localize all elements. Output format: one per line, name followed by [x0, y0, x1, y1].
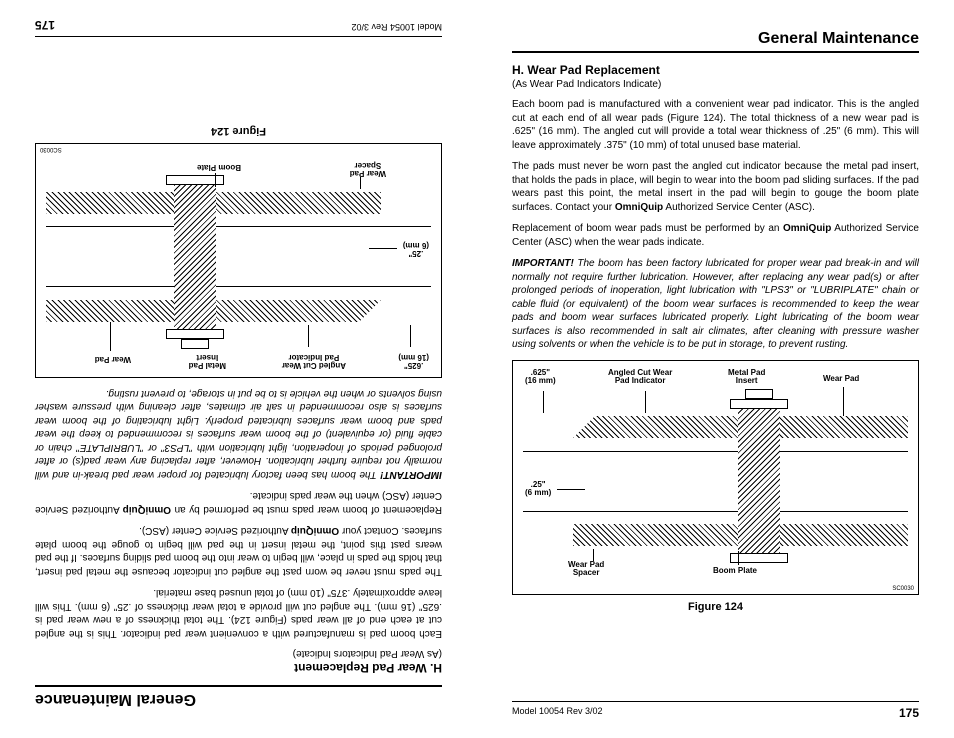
label-metal-pad: Metal Pad Insert — [728, 369, 765, 387]
label-spacer: Wear Pad Spacer — [568, 561, 604, 579]
para-3-brand: OmniQuip — [783, 223, 831, 234]
header-title: General Maintenance — [512, 30, 919, 53]
para-2c: Authorized Service Center (ASC). — [663, 202, 815, 213]
left-page-rotated: General Maintenance H. Wear Pad Replacem… — [0, 0, 477, 738]
hline-2 — [523, 511, 908, 512]
right-page: General Maintenance H. Wear Pad Replacem… — [477, 0, 954, 738]
important-label: IMPORTANT! — [380, 469, 442, 480]
leader-wearpad — [843, 387, 844, 417]
para-2-brand: OmniQuip — [291, 526, 339, 537]
label-25: .25" (6 mm) — [525, 481, 551, 499]
footer-model: Model 10054 Rev 3/02 — [351, 18, 442, 32]
para-important: IMPORTANT! The boom has been factory lub… — [35, 387, 442, 482]
page-number: 175 — [899, 706, 919, 720]
hline-1 — [523, 451, 908, 452]
label-angled-cut: Angled Cut Wear Pad Indicator — [608, 369, 672, 387]
page-footer: Model 10054 Rev 3/02 175 — [512, 701, 919, 720]
hline-2 — [46, 227, 431, 228]
bolt-cap-top — [730, 399, 788, 409]
leader-boom — [738, 551, 739, 565]
para-3: Replacement of boom wear pads must be pe… — [512, 222, 919, 249]
figure-124: .625" (16 mm) Angled Cut Wear Pad Indica… — [512, 360, 919, 595]
bolt-head — [745, 389, 773, 399]
page-footer: Model 10054 Rev 3/02 175 — [35, 18, 442, 37]
leader-625 — [410, 326, 411, 348]
hline-1 — [46, 287, 431, 288]
label-625: .625" (16 mm) — [398, 352, 429, 370]
para-1: Each boom pad is manufactured with a con… — [35, 586, 442, 640]
leader-wearpad — [110, 322, 111, 352]
bolt-body — [174, 180, 216, 336]
para-2-brand: OmniQuip — [615, 202, 663, 213]
para-2: The pads must never be worn past the ang… — [512, 160, 919, 214]
leader-spacer — [360, 178, 361, 190]
important-label: IMPORTANT! — [512, 258, 574, 269]
figure-caption: Figure 124 — [512, 601, 919, 613]
sc-code: SC0030 — [892, 586, 914, 592]
bolt-cap-top — [166, 330, 224, 340]
important-text: The boom has been factory lubricated for… — [512, 258, 919, 350]
angle-wedge — [573, 416, 595, 438]
label-wear-pad: Wear Pad — [95, 355, 131, 364]
angle-wedge — [359, 301, 381, 323]
section-title: H. Wear Pad Replacement — [35, 661, 442, 675]
para-2: The pads must never be worn past the ang… — [35, 524, 442, 578]
header-title: General Maintenance — [35, 685, 442, 708]
leader-boom — [215, 174, 216, 188]
label-625: .625" (16 mm) — [525, 369, 556, 387]
footer-model: Model 10054 Rev 3/02 — [512, 706, 603, 720]
para-2c: Authorized Service Center (ASC). — [139, 526, 291, 537]
page-number: 175 — [35, 18, 55, 32]
sc-code: SC0030 — [40, 147, 62, 153]
para-3a: Replacement of boom wear pads must be pe… — [171, 504, 442, 515]
label-spacer: Wear Pad Spacer — [350, 160, 386, 178]
para-1: Each boom pad is manufactured with a con… — [512, 98, 919, 152]
sub-note: (As Wear Pad Indicators Indicate) — [35, 648, 442, 659]
leader-spacer — [593, 549, 594, 561]
leader-angled — [308, 326, 309, 348]
para-3: Replacement of boom wear pads must be pe… — [35, 489, 442, 516]
bolt-head — [181, 340, 209, 350]
sub-note: (As Wear Pad Indicators Indicate) — [512, 79, 919, 90]
label-angled-cut: Angled Cut Wear Pad Indicator — [282, 352, 346, 370]
page-content: General Maintenance H. Wear Pad Replacem… — [477, 0, 954, 738]
figure-124: .625" (16 mm) Angled Cut Wear Pad Indica… — [35, 144, 442, 379]
leader-25 — [369, 249, 397, 250]
bolt-body — [738, 403, 780, 559]
important-text: The boom has been factory lubricated for… — [35, 388, 442, 480]
label-metal-pad: Metal Pad Insert — [189, 352, 226, 370]
leader-angled — [645, 391, 646, 413]
label-25: .25" (6 mm) — [403, 240, 429, 258]
figure-caption: Figure 124 — [35, 126, 442, 138]
label-wear-pad: Wear Pad — [823, 375, 859, 384]
leader-25 — [557, 489, 585, 490]
page-content: General Maintenance H. Wear Pad Replacem… — [0, 0, 477, 738]
label-boom-plate: Boom Plate — [713, 567, 757, 576]
para-3a: Replacement of boom wear pads must be pe… — [512, 223, 783, 234]
section-title: H. Wear Pad Replacement — [512, 63, 919, 77]
leader-625 — [543, 391, 544, 413]
para-3-brand: OmniQuip — [123, 504, 171, 515]
para-important: IMPORTANT! The boom has been factory lub… — [512, 257, 919, 352]
label-boom-plate: Boom Plate — [197, 163, 241, 172]
